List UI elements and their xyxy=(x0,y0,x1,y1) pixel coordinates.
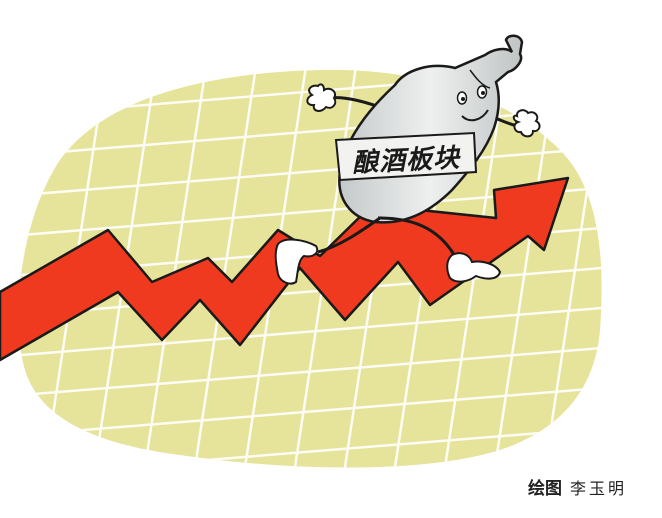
left-shoe xyxy=(274,238,319,285)
badge-text: 酿酒板块 xyxy=(351,142,461,179)
right-glove xyxy=(512,109,541,138)
right-shoe xyxy=(446,252,502,283)
left-glove xyxy=(306,83,337,112)
credit-artist: 李玉明 xyxy=(570,479,628,498)
illustration-credit: 绘图 李玉明 xyxy=(528,474,627,499)
credit-label: 绘图 xyxy=(528,479,562,499)
label-badge xyxy=(334,131,478,182)
